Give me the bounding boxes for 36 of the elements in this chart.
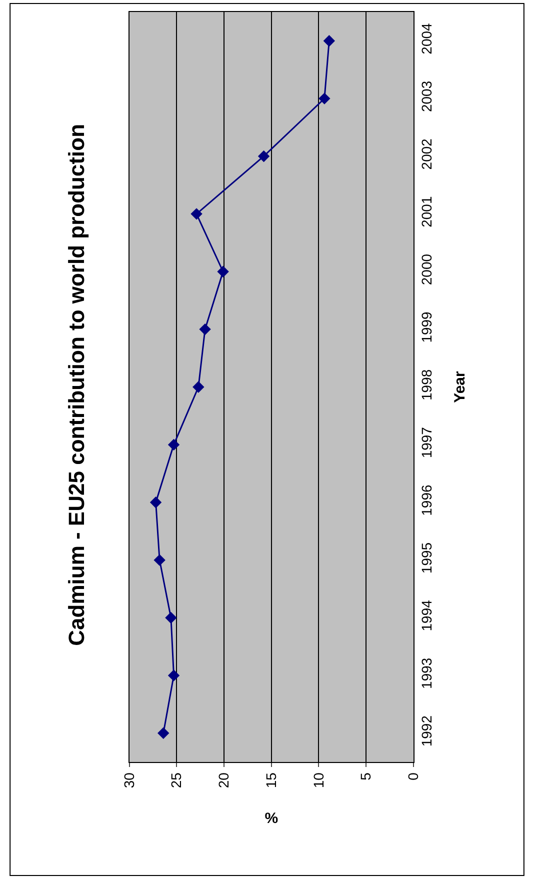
- y-tick-label: 1995: [418, 542, 434, 574]
- x-tick-label: 25: [168, 772, 184, 788]
- y-tick-label: 1992: [418, 715, 434, 747]
- point: [217, 266, 229, 278]
- point: [150, 496, 162, 508]
- y-tick-label: 2004: [418, 22, 434, 54]
- point: [154, 554, 166, 566]
- y-tick-label: 2003: [418, 80, 434, 112]
- y-tick-label: 1996: [418, 484, 434, 516]
- point: [192, 381, 204, 393]
- point: [165, 612, 177, 624]
- y-tick-label: 2001: [418, 196, 434, 228]
- point: [190, 208, 202, 220]
- point: [168, 670, 180, 682]
- y-tick-label: 1998: [418, 369, 434, 400]
- point: [168, 438, 180, 451]
- y-tick-label: 2002: [418, 138, 434, 170]
- x-tick-label: 10: [310, 772, 326, 788]
- point: [318, 92, 330, 104]
- x-tick-label: 30: [120, 772, 137, 788]
- y-tick-label: 1993: [418, 658, 434, 689]
- x-tick-label: 5: [358, 772, 374, 780]
- point: [323, 35, 336, 47]
- y-tick-label: 2000: [418, 254, 434, 286]
- x-tick-label: 20: [216, 772, 232, 788]
- y-tick-label: 1994: [418, 600, 434, 632]
- x-tick-label: 15: [262, 772, 279, 788]
- y-axis-title: Year: [451, 370, 468, 403]
- y-tick-label: 1999: [418, 311, 434, 343]
- point: [199, 323, 211, 336]
- x-tick-label: 0: [405, 772, 422, 780]
- point: [258, 150, 270, 162]
- point: [158, 727, 170, 739]
- y-tick-label: 1997: [418, 426, 434, 458]
- x-axis-title: %: [264, 810, 278, 828]
- text: Cadmium - EU25 contribution to world production: [64, 124, 89, 646]
